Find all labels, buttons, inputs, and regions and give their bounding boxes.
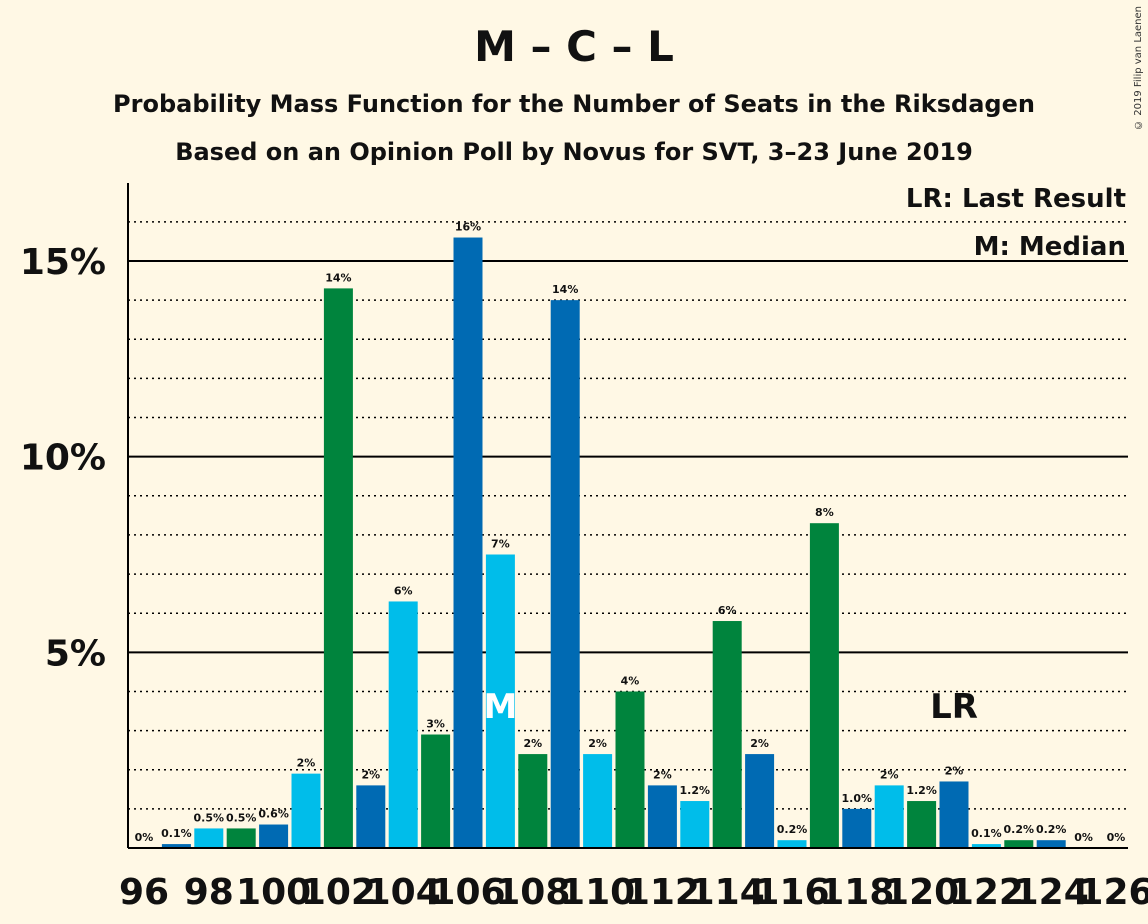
bar-value-label: 2% — [523, 737, 542, 750]
legend-median: M: Median — [973, 232, 1126, 262]
bar-value-label: 0.2% — [1004, 823, 1035, 836]
x-tick-label: 96 — [119, 872, 169, 913]
bar-value-label: 0.2% — [1036, 823, 1067, 836]
bar-value-label: 1.0% — [842, 792, 873, 805]
bar-seat-107 — [485, 554, 515, 848]
bar-value-label: 2% — [750, 737, 769, 750]
bar-value-label: 6% — [394, 584, 413, 597]
bar-value-label: 4% — [621, 674, 640, 687]
bar-value-label: 14% — [325, 271, 351, 284]
median-marker: M — [483, 687, 517, 727]
bar-seat-119 — [874, 785, 904, 848]
x-tick-label: 98 — [184, 872, 234, 913]
bar-seat-97 — [161, 844, 191, 848]
bar-seat-120 — [907, 801, 937, 848]
bar-seat-114 — [712, 621, 742, 848]
x-tick-label: 120 — [884, 872, 959, 913]
bar-seat-100 — [259, 824, 289, 848]
bar-value-label: 2% — [297, 757, 316, 770]
bar-seat-117 — [809, 523, 839, 848]
chart-title: M – C – L — [474, 22, 674, 71]
x-tick-label: 108 — [495, 872, 570, 913]
bar-seat-108 — [518, 754, 548, 848]
bar-value-label: 1.2% — [906, 784, 937, 797]
bar-value-label: 1.2% — [680, 784, 711, 797]
bar-seat-118 — [842, 808, 872, 848]
bar-seat-104 — [388, 601, 418, 848]
bar-value-label: 0.1% — [971, 827, 1002, 840]
bar-seat-122 — [971, 844, 1001, 848]
y-tick-label: 15% — [20, 242, 106, 283]
last-result-marker: LR — [930, 687, 978, 727]
bar-seat-102 — [323, 288, 353, 849]
bar-value-label: 0% — [1107, 831, 1126, 844]
bar-value-label: 0% — [135, 831, 154, 844]
bar-value-label: 0.5% — [194, 811, 225, 824]
y-tick-label: 5% — [45, 633, 106, 674]
bar-value-label: 2% — [880, 768, 899, 781]
bar-seat-109 — [550, 300, 580, 849]
bar-value-label: 16% — [455, 221, 481, 234]
x-tick-label: 122 — [949, 872, 1024, 913]
x-tick-label: 118 — [819, 872, 894, 913]
bar-value-label: 0.2% — [777, 823, 808, 836]
x-tick-label: 104 — [366, 872, 441, 913]
bar-value-label: 14% — [552, 283, 578, 296]
bar-value-label: 7% — [491, 538, 510, 551]
bar-seat-123 — [1004, 840, 1034, 848]
bar-seat-105 — [421, 734, 451, 848]
bar-value-label: 2% — [653, 768, 672, 781]
x-tick-label: 126 — [1078, 872, 1148, 913]
bar-seat-113 — [680, 801, 710, 848]
bar-value-label: 0% — [1074, 831, 1093, 844]
x-tick-label: 100 — [236, 872, 311, 913]
bar-seat-99 — [226, 828, 256, 848]
bar-value-label: 0.5% — [226, 811, 257, 824]
bar-seat-103 — [356, 785, 386, 848]
bar-seat-101 — [291, 773, 321, 848]
y-tick-label: 10% — [20, 438, 106, 479]
bar-seat-115 — [745, 754, 775, 848]
bar-seat-110 — [583, 754, 613, 848]
bar-value-label: 2% — [945, 764, 964, 777]
bar-seat-121 — [939, 781, 969, 848]
x-tick-label: 102 — [301, 872, 376, 913]
bar-value-label: 0.1% — [161, 827, 192, 840]
x-tick-label: 116 — [754, 872, 829, 913]
bar-seat-116 — [777, 840, 807, 848]
bar-seat-112 — [647, 785, 677, 848]
x-tick-label: 124 — [1014, 872, 1089, 913]
bar-value-label: 6% — [718, 604, 737, 617]
bar-value-label: 0.6% — [258, 808, 289, 821]
chart-subtitle-1: Probability Mass Function for the Number… — [113, 90, 1035, 118]
x-tick-label: 114 — [690, 872, 765, 913]
chart-subtitle-2: Based on an Opinion Poll by Novus for SV… — [175, 138, 973, 166]
bar-value-label: 2% — [361, 768, 380, 781]
x-tick-label: 110 — [560, 872, 635, 913]
x-tick-label: 106 — [430, 872, 505, 913]
bar-value-label: 2% — [588, 737, 607, 750]
bar-seat-106 — [453, 237, 483, 848]
legend-last-result: LR: Last Result — [905, 184, 1126, 214]
bar-value-label: 8% — [815, 506, 834, 519]
bar-value-label: 3% — [426, 718, 445, 731]
bar-seat-124 — [1036, 840, 1066, 848]
bar-seat-111 — [615, 691, 645, 848]
bar-seat-98 — [194, 828, 224, 848]
x-tick-label: 112 — [625, 872, 700, 913]
